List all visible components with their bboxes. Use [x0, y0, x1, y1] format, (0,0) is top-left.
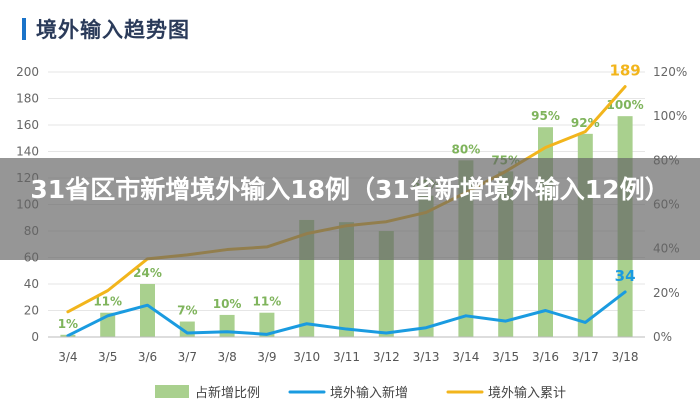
x-axis-tick-label: 3/17: [572, 350, 599, 364]
legend-label: 占新增比例: [195, 385, 260, 401]
bar: [140, 284, 155, 337]
x-axis-tick-label: 3/13: [413, 350, 440, 364]
left-axis-tick-label: 0: [31, 330, 39, 344]
right-axis-tick-label: 120%: [653, 65, 687, 79]
bar: [259, 312, 275, 337]
x-axis-tick-label: 3/16: [532, 350, 559, 364]
right-axis-tick-label: 20%: [653, 286, 680, 300]
headline-text: 31省区市新增境外输入18例（31省新增境外输入12例）: [30, 175, 670, 204]
x-axis-tick-label: 3/15: [492, 350, 519, 364]
legend: 占新增比例 境外输入新增 境外输入累计: [155, 385, 566, 401]
bar: [219, 314, 235, 337]
x-axis-tick-label: 3/7: [178, 350, 197, 364]
x-axis-tick-label: 3/11: [333, 350, 360, 364]
left-axis-tick-label: 20: [24, 304, 39, 318]
bar-data-label: 11%: [253, 295, 282, 309]
x-axis-tick-label: 3/9: [257, 350, 276, 364]
line-data-label: 189: [609, 62, 640, 80]
legend-label: 境外输入新增: [330, 385, 408, 401]
bar-data-label: 24%: [133, 266, 162, 280]
bar-data-label: 11%: [93, 295, 122, 309]
x-axis-tick-label: 3/10: [293, 350, 320, 364]
x-axis-tick-label: 3/8: [217, 350, 236, 364]
left-axis-tick-label: 140: [16, 145, 39, 159]
bar-data-label: 95%: [531, 109, 560, 123]
series-line: [66, 290, 627, 338]
left-axis-tick-label: 40: [24, 277, 39, 291]
x-axis-tick-label: 3/12: [373, 350, 400, 364]
bar-data-label: 7%: [177, 304, 197, 318]
bar-data-label: 80%: [452, 142, 481, 156]
right-axis-tick-label: 100%: [653, 109, 687, 123]
bar-data-label: 10%: [213, 297, 242, 311]
x-axis-tick-label: 3/14: [452, 350, 479, 364]
bar-data-label: 92%: [571, 116, 600, 130]
headline-overlay: 31省区市新增境外输入18例（31省新增境外输入12例）: [0, 158, 700, 260]
legend-label: 境外输入累计: [488, 385, 566, 401]
x-axis-tick-label: 3/6: [138, 350, 157, 364]
chart-title: 境外输入趋势图: [36, 18, 190, 42]
left-axis-tick-label: 160: [16, 118, 39, 132]
bar-data-label: 1%: [58, 317, 78, 331]
x-axis-tick-label: 3/18: [612, 350, 639, 364]
left-axis-tick-label: 180: [16, 92, 39, 106]
legend-swatch: [155, 385, 189, 398]
bar-data-label: 100%: [607, 98, 644, 112]
left-axis-tick-label: 200: [16, 65, 39, 79]
line-data-labels: 34 189: [609, 62, 640, 285]
line-data-label: 34: [615, 267, 636, 285]
x-axis-tick-label: 3/4: [58, 350, 77, 364]
right-axis-tick-label: 0%: [653, 330, 672, 344]
x-axis-tick-label: 3/5: [98, 350, 117, 364]
title-accent-bar: [22, 18, 26, 40]
